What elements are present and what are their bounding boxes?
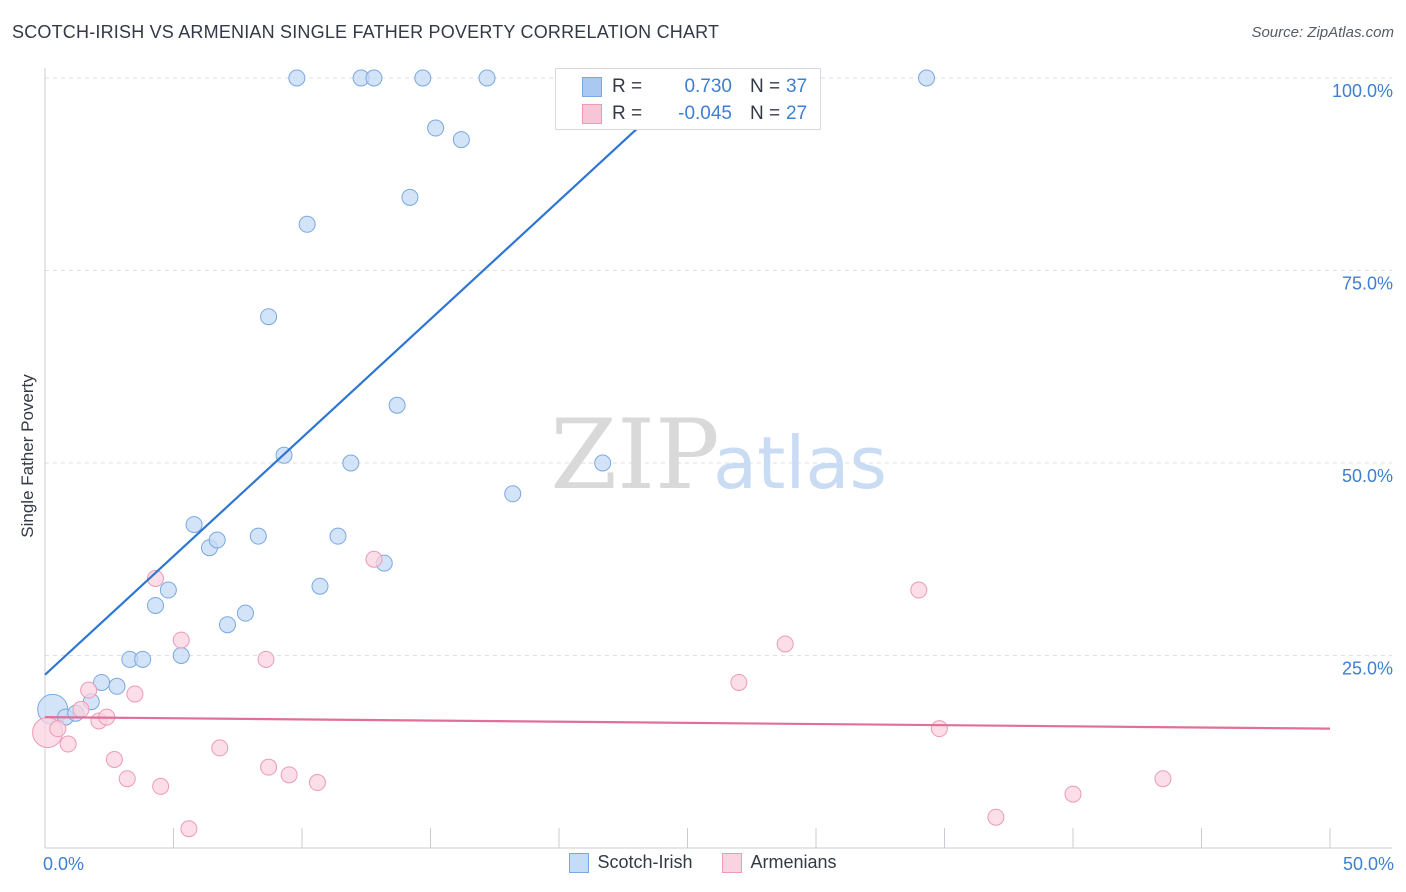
point-armenians <box>105 750 123 768</box>
legend: Scotch-Irish Armenians <box>0 852 1406 873</box>
watermark: ZIP atlas <box>550 399 887 511</box>
y-tick-label: 75.0% <box>1342 274 1393 294</box>
stats-row-armenians: R = -0.045 N = 27 <box>582 101 807 127</box>
point-armenians <box>730 673 748 691</box>
point-armenians <box>308 774 326 792</box>
watermark-atlas: atlas <box>713 421 887 505</box>
legend-swatch-armenians <box>722 852 743 873</box>
n-label: N = <box>750 76 781 97</box>
stats-swatch-armenians <box>582 104 602 124</box>
point-scotch-irish <box>236 604 254 622</box>
point-armenians <box>147 570 165 587</box>
tick-labels: 25.0% 50.0% 75.0% 100.0% 0.0% 50.0% <box>43 81 1394 874</box>
point-armenians <box>987 808 1005 826</box>
point-armenians <box>180 820 198 838</box>
point-scotch-irish <box>388 396 406 414</box>
point-scotch-irish <box>260 308 278 326</box>
point-armenians <box>280 766 298 784</box>
point-armenians <box>1154 770 1172 788</box>
gridlines <box>45 77 1392 656</box>
point-scotch-irish <box>208 531 226 549</box>
point-scotch-irish <box>108 677 126 695</box>
point-scotch-irish <box>159 581 177 599</box>
legend-item-scotch-irish[interactable]: Scotch-Irish <box>569 852 692 873</box>
point-scotch-irish <box>427 119 445 137</box>
trend-lines <box>44 69 1331 730</box>
point-scotch-irish <box>365 69 383 87</box>
point-scotch-irish <box>288 69 306 87</box>
point-armenians <box>930 720 948 738</box>
legend-swatch-scotch-irish <box>569 852 590 873</box>
y-axis-label: Single Father Poverty <box>18 374 37 538</box>
n-label: N = <box>750 103 781 124</box>
point-armenians <box>152 777 170 795</box>
point-scotch-irish <box>311 577 329 595</box>
point-scotch-irish <box>918 69 936 87</box>
point-armenians <box>72 700 90 718</box>
legend-label-armenians: Armenians <box>750 852 837 872</box>
point-scotch-irish <box>218 616 236 634</box>
n-value-scotch-irish: 37 <box>786 76 808 97</box>
point-scotch-irish <box>401 188 419 206</box>
point-scotch-irish <box>134 650 152 668</box>
point-scotch-irish <box>298 215 316 233</box>
n-value-armenians: 27 <box>786 103 808 124</box>
point-armenians <box>80 681 98 699</box>
watermark-zip: ZIP <box>550 399 719 511</box>
point-armenians <box>126 685 144 703</box>
point-scotch-irish <box>478 69 496 87</box>
x-tick-label: 50.0% <box>1343 854 1394 874</box>
point-scotch-irish <box>504 485 522 503</box>
point-armenians <box>365 550 383 568</box>
point-scotch-irish <box>329 527 347 545</box>
point-armenians <box>59 735 77 753</box>
x-tick-label: 0.0% <box>43 854 84 874</box>
legend-label-scotch-irish: Scotch-Irish <box>597 852 693 872</box>
point-scotch-irish <box>172 647 190 664</box>
source-label: Source: ZipAtlas.com <box>1251 24 1394 41</box>
stats-box: R = 0.730 N = 37 R = -0.045 N = 27 <box>555 68 821 130</box>
point-scotch-irish <box>414 69 432 87</box>
data-points <box>32 69 1172 838</box>
stats-row-scotch-irish: R = 0.730 N = 37 <box>582 74 807 100</box>
chart-title: SCOTCH-IRISH VS ARMENIAN SINGLE FATHER P… <box>12 22 720 42</box>
legend-item-armenians[interactable]: Armenians <box>722 852 837 873</box>
r-value-armenians: -0.045 <box>678 103 732 124</box>
y-tick-label: 100.0% <box>1332 81 1393 101</box>
point-armenians <box>49 720 67 738</box>
y-tick-label: 25.0% <box>1342 659 1393 679</box>
r-value-scotch-irish: 0.730 <box>684 76 732 97</box>
r-label: R = <box>612 103 643 124</box>
point-armenians <box>172 631 190 649</box>
point-scotch-irish <box>185 516 203 534</box>
point-scotch-irish <box>342 454 360 472</box>
point-armenians <box>118 770 136 788</box>
point-scotch-irish <box>249 527 267 545</box>
trend-line-scotch-irish <box>44 69 702 676</box>
r-label: R = <box>612 76 643 97</box>
point-scotch-irish <box>594 454 612 472</box>
trend-line-armenians <box>44 716 1331 730</box>
point-armenians <box>776 635 794 653</box>
point-armenians <box>211 739 229 757</box>
point-scotch-irish <box>147 596 165 614</box>
point-armenians <box>1064 785 1082 803</box>
axes <box>44 68 1392 849</box>
point-armenians <box>910 581 928 599</box>
stats-swatch-scotch-irish <box>582 77 602 97</box>
y-tick-label: 50.0% <box>1342 466 1393 486</box>
point-armenians <box>257 650 275 668</box>
point-armenians <box>260 758 278 776</box>
point-scotch-irish <box>452 131 470 149</box>
